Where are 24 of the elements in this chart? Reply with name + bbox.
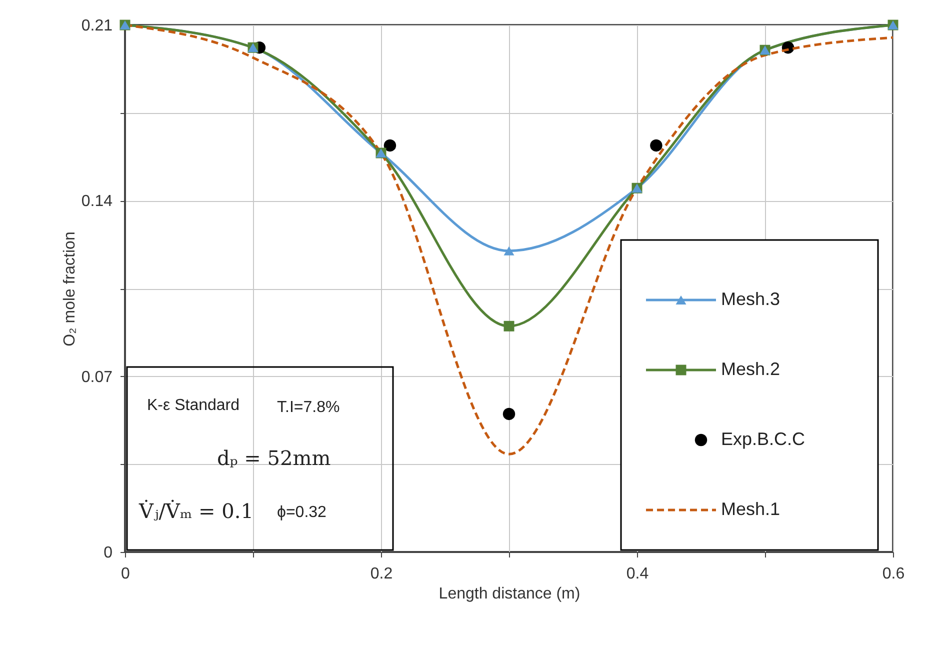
- legend-label: Mesh.1: [721, 499, 780, 519]
- legend-label: Mesh.2: [721, 359, 780, 379]
- annotation: ϕ=0.32: [277, 504, 327, 521]
- point: [650, 139, 662, 152]
- point: [504, 320, 514, 332]
- y-tick-label: 0.07: [81, 368, 113, 386]
- y-axis-title: O₂ mole fraction: [61, 232, 78, 346]
- point: [502, 408, 516, 420]
- y-tick-label: 0.21: [81, 18, 113, 34]
- annotation: dₚ = 52mm: [217, 446, 331, 470]
- point: [384, 139, 396, 152]
- x-tick-label: 0.4: [626, 566, 649, 582]
- x-axis-title: Length distance (m): [438, 586, 580, 602]
- y-tick-label: 0.14: [81, 193, 113, 210]
- legend-label: Mesh.3: [721, 289, 780, 309]
- annotation: T.I=7.8%: [277, 399, 340, 416]
- x-tick-label: 0.6: [882, 566, 905, 582]
- legend-label: Exp.B.C.C: [721, 429, 806, 449]
- point: [504, 246, 514, 256]
- annotation: V̇ⱼ/V̇ₘ = 0.1: [138, 499, 254, 523]
- annotation: K-ε Standard: [147, 397, 240, 414]
- x-tick-label: 0.2: [370, 566, 393, 582]
- y-tick-label: 0: [104, 544, 113, 562]
- x-tick-label: 0: [121, 566, 130, 582]
